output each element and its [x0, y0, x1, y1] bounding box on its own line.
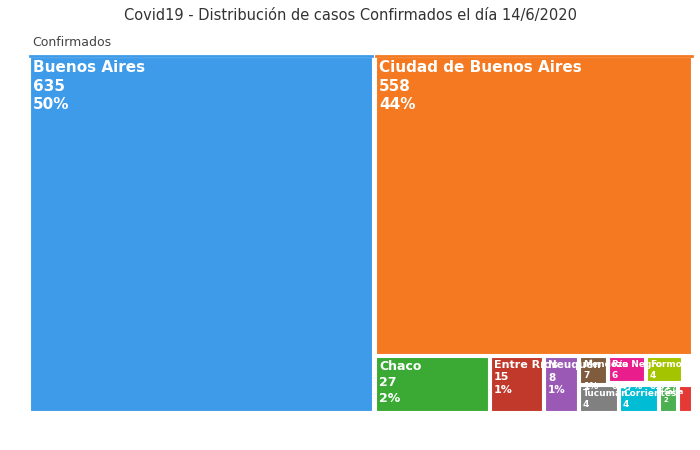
FancyBboxPatch shape: [679, 386, 692, 412]
FancyBboxPatch shape: [620, 386, 658, 412]
Text: Covid19 - Distribución de casos Confirmados el día 14/6/2020: Covid19 - Distribución de casos Confirma…: [123, 8, 577, 23]
Text: Neuquén
8
1%: Neuquén 8 1%: [548, 360, 601, 395]
Text: Confirmados: Confirmados: [32, 36, 111, 49]
FancyBboxPatch shape: [30, 57, 373, 412]
Text: Ciudad de Buenos Aires
558
44%: Ciudad de Buenos Aires 558 44%: [379, 60, 582, 112]
FancyBboxPatch shape: [545, 357, 578, 412]
Text: Buenos Aires
635
50%: Buenos Aires 635 50%: [33, 60, 145, 112]
Text: Río Negro
6
0.47%: Río Negro 6 0.47%: [612, 360, 662, 391]
Text: Entre Ríos
15
1%: Entre Ríos 15 1%: [494, 360, 558, 395]
FancyBboxPatch shape: [609, 357, 645, 382]
FancyBboxPatch shape: [580, 357, 607, 384]
FancyBboxPatch shape: [647, 357, 682, 382]
FancyBboxPatch shape: [491, 357, 543, 412]
FancyBboxPatch shape: [376, 57, 692, 355]
Text: Mendoza
7
1%: Mendoza 7 1%: [583, 360, 629, 391]
FancyBboxPatch shape: [580, 386, 618, 412]
FancyBboxPatch shape: [660, 386, 677, 412]
Text: Formosa
4
0.31%: Formosa 4 0.31%: [650, 360, 694, 391]
Text: Salta
2: Salta 2: [663, 389, 683, 402]
FancyBboxPatch shape: [376, 357, 489, 412]
Text: Chaco
27
2%: Chaco 27 2%: [379, 360, 421, 405]
Text: Corrientes
4
0.31%: Corrientes 4 0.31%: [623, 389, 676, 420]
Text: Tucumán
4
0.31%: Tucumán 4 0.31%: [583, 389, 629, 420]
